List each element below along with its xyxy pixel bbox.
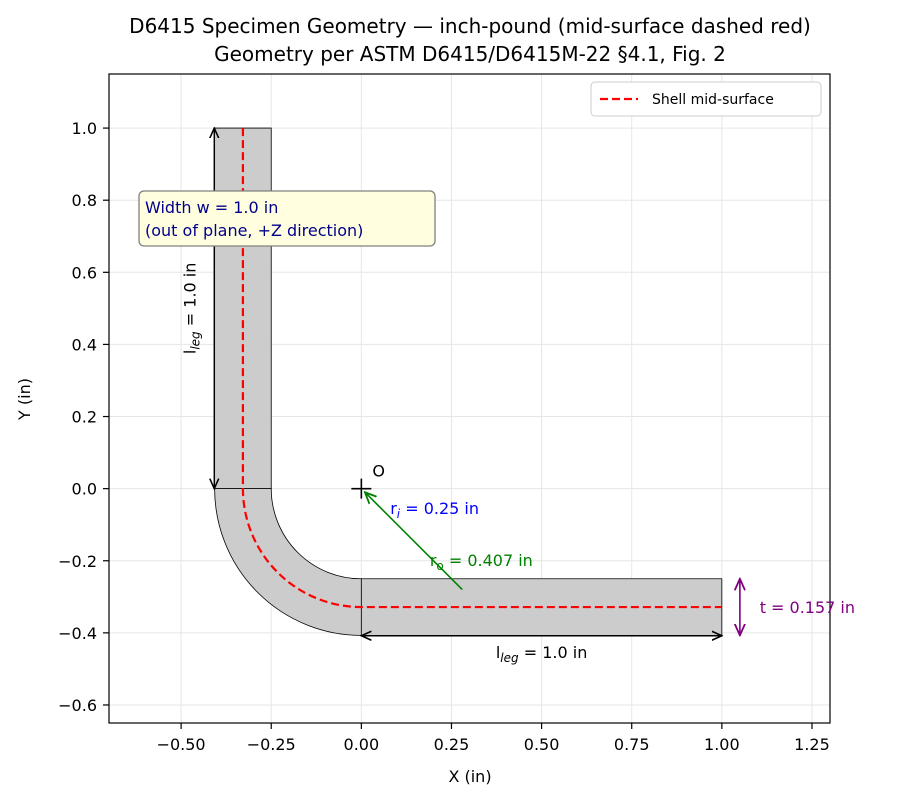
chart-subtitle: Geometry per ASTM D6415/D6415M-22 §4.1, … — [214, 42, 726, 66]
axes-frame — [108, 73, 831, 724]
width-note-box — [138, 190, 436, 247]
y-tick-label: 0.0 — [72, 480, 97, 499]
vertical-leg-length-label: lleg = 1.0 in — [181, 263, 203, 355]
x-tick-label: 0.75 — [614, 735, 650, 754]
x-tick-label: −0.25 — [247, 735, 296, 754]
x-tick-label: 0.00 — [344, 735, 380, 754]
x-axis-ticks: −0.50 −0.25 0.00 0.25 0.50 0.75 1.00 1.25 — [157, 723, 830, 754]
thickness-label: t = 0.157 in — [760, 598, 855, 617]
x-tick-label: 1.00 — [704, 735, 740, 754]
y-axis-label: Y (in) — [15, 378, 34, 421]
y-tick-label: 0.2 — [72, 408, 97, 427]
legend-entry-midsurface: Shell mid-surface — [652, 92, 774, 108]
mid-surface-line — [241, 128, 722, 609]
y-tick-label: −0.4 — [58, 624, 97, 643]
y-axis-ticks: −0.6 −0.4 −0.2 0.0 0.2 0.4 0.6 0.8 1.0 — [58, 119, 109, 715]
y-tick-label: 0.6 — [72, 263, 97, 282]
outer-radius-label: ro = 0.407 in — [430, 551, 533, 573]
bend-region — [214, 488, 362, 636]
horizontal-leg-length-label: lleg = 1.0 in — [496, 643, 588, 665]
x-tick-label: 1.25 — [794, 735, 830, 754]
y-tick-label: −0.6 — [58, 696, 97, 715]
y-tick-label: 1.0 — [72, 119, 97, 138]
width-note-line1: Width w = 1.0 in — [145, 198, 278, 217]
annotations: O ri = 0.25 in ro = 0.407 in t = 0.157 i… — [138, 128, 855, 665]
legend: Shell mid-surface — [590, 81, 822, 117]
origin-marker — [351, 478, 372, 499]
x-tick-label: −0.50 — [157, 735, 206, 754]
chart-title: D6415 Specimen Geometry — inch-pound (mi… — [129, 14, 811, 38]
legend-box — [590, 81, 822, 117]
width-note-line2: (out of plane, +Z direction) — [145, 221, 363, 240]
y-tick-label: 0.8 — [72, 191, 97, 210]
outer-radius-arrow — [365, 492, 463, 591]
x-tick-label: 0.25 — [434, 735, 470, 754]
inner-radius-label: ri = 0.25 in — [390, 499, 479, 521]
origin-label: O — [372, 462, 385, 481]
x-tick-label: 0.50 — [524, 735, 560, 754]
y-tick-label: −0.2 — [58, 552, 97, 571]
x-axis-label: X (in) — [448, 767, 491, 786]
y-tick-label: 0.4 — [72, 335, 97, 354]
